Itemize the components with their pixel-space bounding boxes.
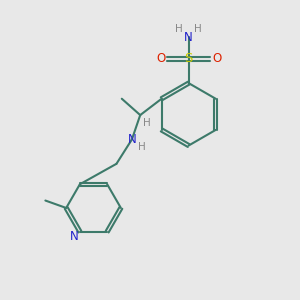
Text: H: H	[194, 24, 202, 34]
Text: O: O	[156, 52, 165, 65]
Text: N: N	[70, 230, 79, 244]
Text: N: N	[128, 133, 136, 146]
Text: H: H	[143, 118, 151, 128]
Text: H: H	[175, 24, 183, 34]
Text: H: H	[138, 142, 146, 152]
Text: O: O	[212, 52, 221, 65]
Text: N: N	[184, 31, 193, 44]
Text: S: S	[184, 52, 193, 65]
